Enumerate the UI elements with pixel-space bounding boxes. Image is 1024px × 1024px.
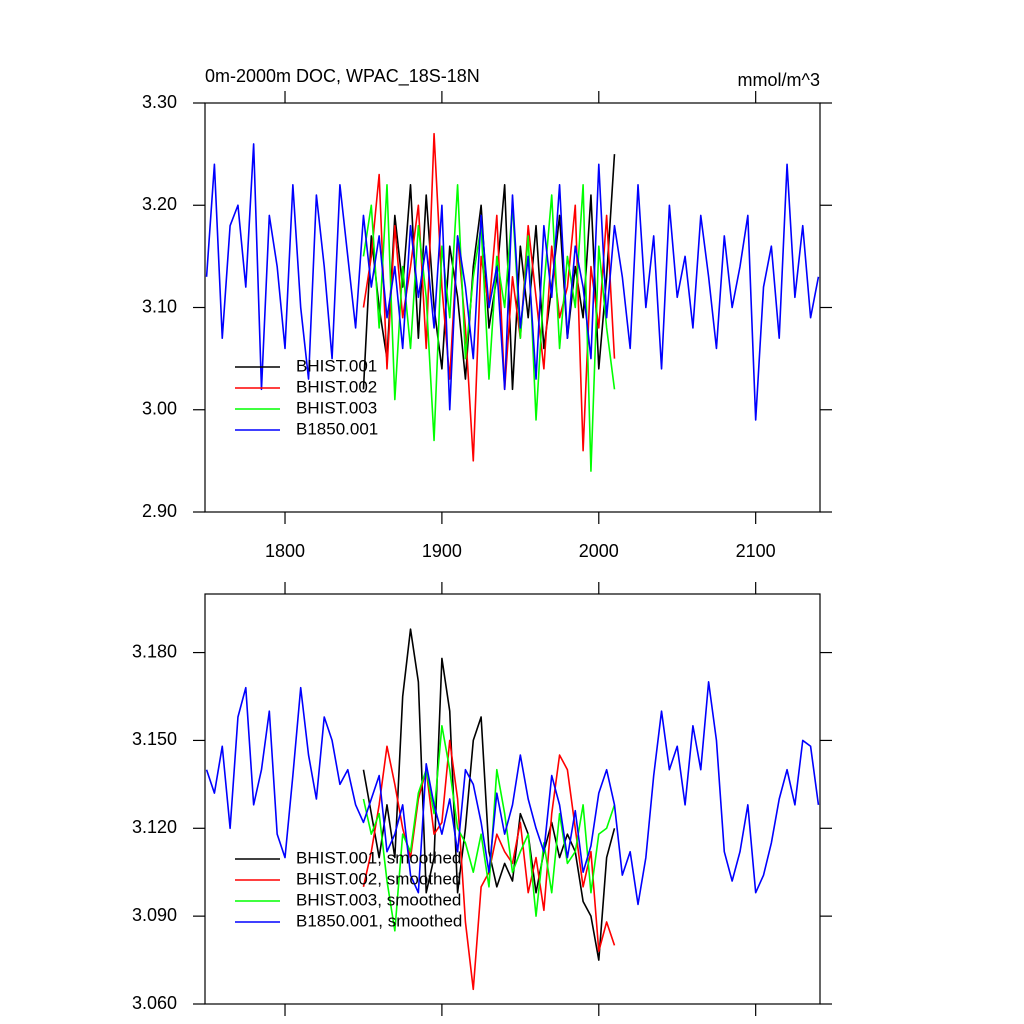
y-tick-label: 3.090	[132, 905, 177, 925]
y-tick-label: 3.060	[132, 993, 177, 1013]
x-tick-label: 2000	[579, 541, 619, 561]
chart-title: 0m-2000m DOC, WPAC_18S-18N	[205, 66, 480, 87]
y-tick-label: 3.150	[132, 729, 177, 749]
plot-frame	[204, 593, 821, 1005]
y-tick-label: 3.30	[142, 92, 177, 112]
legend-label: BHIST.001	[296, 356, 377, 375]
legend-label: B1850.001, smoothed	[296, 911, 462, 930]
plot-frame	[204, 102, 821, 513]
legend-label: BHIST.003	[296, 398, 377, 417]
series-line	[205, 143, 820, 421]
series-line	[362, 628, 616, 961]
y-tick-label: 3.120	[132, 817, 177, 837]
series-line	[205, 681, 820, 906]
legend-label: BHIST.002	[296, 377, 377, 396]
x-tick-label: 1900	[422, 541, 462, 561]
y-tick-label: 3.20	[142, 194, 177, 214]
legend-label: B1850.001	[296, 419, 378, 438]
y-tick-label: 3.10	[142, 296, 177, 316]
legend-label: BHIST.003, smoothed	[296, 890, 461, 909]
units-label: mmol/m^3	[738, 70, 820, 90]
y-tick-label: 2.90	[142, 501, 177, 521]
legend-label: BHIST.002, smoothed	[296, 869, 461, 888]
series-line	[362, 724, 616, 932]
series-line	[362, 184, 616, 472]
x-tick-label: 1800	[265, 541, 305, 561]
y-tick-label: 3.180	[132, 641, 177, 661]
y-tick-label: 3.00	[142, 399, 177, 419]
legend-label: BHIST.001, smoothed	[296, 848, 461, 867]
x-tick-label: 2100	[736, 541, 776, 561]
